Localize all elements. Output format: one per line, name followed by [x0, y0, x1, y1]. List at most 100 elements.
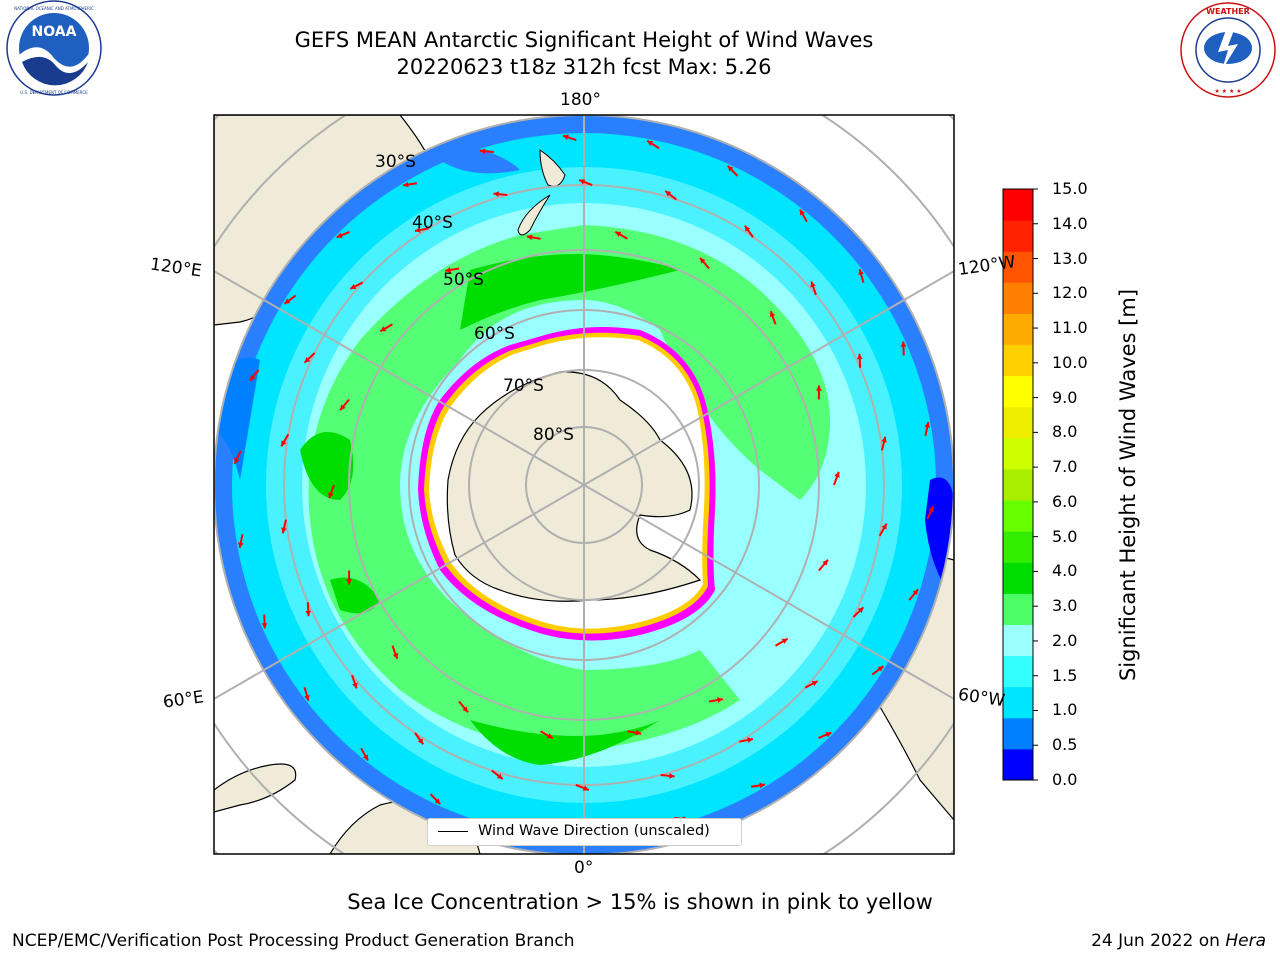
sea-ice-caption: Sea Ice Concentration > 15% is shown in … [347, 890, 933, 914]
wind-wave-arrowhead [912, 589, 919, 596]
wind-wave-arrowhead [493, 191, 499, 198]
wind-wave-arrowhead [352, 682, 358, 689]
wind-wave-arrowhead [340, 404, 346, 411]
wind-wave-arrowhead [546, 733, 553, 739]
svg-text:★ ★ ★ ★: ★ ★ ★ ★ [1214, 88, 1241, 95]
colorbar-tick-label: 1.0 [1052, 700, 1078, 720]
wind-wave-arrowhead [700, 257, 706, 264]
chart-title: GEFS MEAN Antarctic Significant Height o… [294, 28, 874, 52]
colorbar-segment [1003, 220, 1033, 252]
wind-wave-arrowhead [635, 729, 642, 736]
svg-text:NATIONAL OCEANIC AND ATMOSPHER: NATIONAL OCEANIC AND ATMOSPHERIC [14, 6, 94, 11]
legend-label: Wind Wave Direction (unscaled) [478, 823, 710, 839]
colorbar-segment [1003, 562, 1033, 594]
wind-wave-arrowhead [928, 506, 934, 513]
colorbar-label: Significant Height of Wind Waves [m] [1116, 288, 1140, 682]
noaa-logo: NOAA NATIONAL OCEANIC AND ATMOSPHERIC U.… [6, 0, 102, 96]
wind-wave-arrowhead [445, 267, 451, 273]
lat-label-50s: 50°S [443, 270, 484, 290]
footer-date-text: 24 Jun 2022 on [1091, 931, 1226, 951]
wave-belt [308, 225, 831, 750]
colorbar-segment [1003, 717, 1033, 750]
svg-text:NOAA: NOAA [32, 24, 77, 40]
wind-wave-arrowhead [799, 209, 806, 216]
wind-wave-arrowhead [858, 269, 864, 276]
wind-wave-arrowhead [822, 559, 828, 566]
wave-belt-core-2 [470, 720, 660, 765]
wind-wave-arrowhead [816, 385, 822, 391]
wind-wave-arrowhead [462, 706, 468, 713]
wind-wave-arrowhead [336, 232, 343, 239]
wind-wave-arrowhead [727, 165, 734, 172]
lat-label-60s: 60°S [474, 324, 515, 344]
colorbar-tick-label: 13.0 [1052, 248, 1088, 268]
wind-wave-arrowhead [665, 190, 672, 197]
colorbar-tick-label: 0.0 [1052, 770, 1078, 789]
colorbar-segment [1003, 500, 1033, 532]
wind-wave-arrowhead [769, 311, 776, 318]
colorbar-segment [1003, 313, 1033, 346]
nws-logo: WEATHER ★ ★ ★ ★ [1180, 2, 1276, 98]
wind-wave-arrowhead [417, 738, 424, 745]
wind-wave-arrowhead [392, 652, 399, 659]
wind-wave-arrowhead [834, 471, 840, 478]
colorbar-segment [1003, 251, 1033, 283]
wind-wave-arrowhead [579, 179, 586, 185]
wind-wave-arrowhead [900, 341, 907, 347]
wind-wave-arrowhead [810, 281, 816, 288]
wind-wave-arrowhead [281, 440, 287, 447]
colorbar-tick-label: 9.0 [1052, 387, 1078, 407]
wind-wave-arrowhead [249, 374, 256, 381]
wind-wave-arrowhead [414, 227, 421, 233]
wind-wave-arrowhead [877, 666, 884, 672]
wind-wave-arrowhead [305, 610, 312, 617]
wave-belt-core [460, 254, 680, 330]
chart-subtitle: 20220623 t18z 312h fcst Max: 5.26 [396, 55, 772, 79]
colorbar-segment [1003, 189, 1033, 221]
wind-wave-arrowhead [582, 785, 589, 791]
lon-label-0: 0° [574, 858, 594, 878]
footer-organization: NCEP/EMC/Verification Post Processing Pr… [12, 931, 575, 951]
footer-date: 24 Jun 2022 on Hera [1091, 931, 1266, 951]
wind-wave-arrowhead [924, 422, 931, 428]
wind-wave-arrowhead [234, 457, 240, 464]
svg-text:U.S. DEPARTMENT OF COMMERCE: U.S. DEPARTMENT OF COMMERCE [20, 90, 88, 95]
wind-wave-arrowhead [346, 579, 352, 585]
colorbar-segment [1003, 437, 1033, 470]
wind-wave-arrowhead [434, 798, 441, 805]
colorbar-tick-label: 1.5 [1052, 665, 1078, 685]
colorbar-tick-label: 15.0 [1052, 179, 1088, 198]
wind-wave-arrowhead [304, 694, 310, 701]
legend-line-icon [438, 831, 468, 832]
colorbar-tick-label: 12.0 [1052, 283, 1088, 303]
wind-wave-arrows [233, 134, 935, 836]
lat-label-80s: 80°S [533, 425, 574, 445]
wind-wave-arrowhead [284, 298, 291, 304]
wind-wave-arrowhead [562, 134, 569, 141]
wind-wave-arrowhead [825, 731, 832, 738]
wind-wave-arrowhead [304, 356, 311, 363]
wind-wave-arrowhead [759, 782, 765, 789]
graticule [214, 115, 954, 854]
colorbar-segment [1003, 624, 1033, 657]
colorbar-tick-label: 3.0 [1052, 596, 1078, 616]
wind-wave-arrowhead [747, 737, 754, 743]
footer-machine: Hera [1225, 931, 1266, 951]
lat-label-30s: 30°S [375, 152, 416, 172]
colorbar-segment [1003, 468, 1033, 501]
wind-wave-arrowhead [479, 148, 486, 155]
wind-wave-arrowhead [261, 623, 268, 629]
colorbar-tick-label: 6.0 [1052, 491, 1078, 511]
wind-wave-arrowhead [615, 231, 622, 237]
svg-text:WEATHER: WEATHER [1206, 7, 1250, 16]
wind-wave-arrowhead [281, 527, 287, 534]
map-legend: Wind Wave Direction (unscaled) [427, 818, 742, 846]
colorbar-segment [1003, 748, 1033, 781]
wind-wave-arrowhead [237, 542, 244, 548]
colorbar-segment [1003, 344, 1033, 377]
lat-label-70s: 70°S [503, 376, 544, 396]
wind-wave-arrowhead [669, 772, 675, 779]
colorbar-tick-label: 10.0 [1052, 352, 1088, 372]
colorbar-tick-label: 8.0 [1052, 422, 1078, 442]
wind-wave-arrowhead [881, 523, 887, 530]
